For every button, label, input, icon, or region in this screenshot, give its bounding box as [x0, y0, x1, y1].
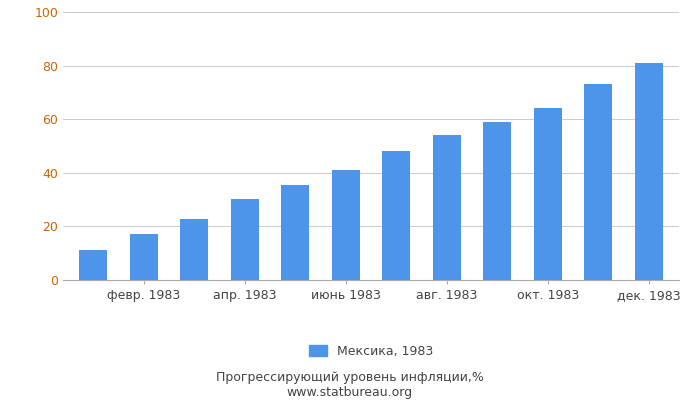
- Bar: [281, 185, 309, 280]
- Bar: [231, 198, 259, 280]
- Bar: [382, 151, 410, 280]
- Bar: [483, 122, 511, 280]
- Text: www.statbureau.org: www.statbureau.org: [287, 386, 413, 399]
- Bar: [433, 135, 461, 280]
- Bar: [181, 219, 208, 280]
- Bar: [79, 250, 107, 280]
- Text: Прогрессирующий уровень инфляции,%: Прогрессирующий уровень инфляции,%: [216, 372, 484, 384]
- Bar: [332, 170, 360, 280]
- Bar: [534, 108, 561, 280]
- Legend: Мексика, 1983: Мексика, 1983: [304, 340, 438, 363]
- Bar: [130, 234, 158, 280]
- Bar: [635, 63, 663, 280]
- Bar: [584, 84, 612, 280]
